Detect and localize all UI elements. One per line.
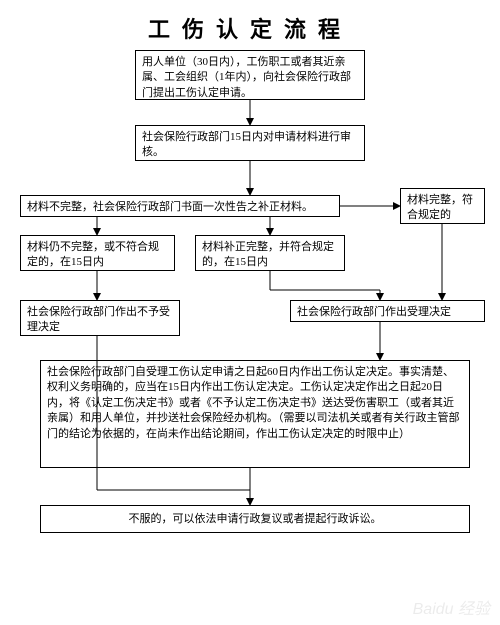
flow-node-incomplete: 材料不完整，社会保险行政部门书面一次性告之补正材料。 (20, 195, 340, 217)
page-title: 工伤认定流程 (0, 12, 500, 44)
flow-node-appeal: 不服的，可以依法申请行政复议或者提起行政诉讼。 (40, 505, 470, 533)
flow-node-apply: 用人单位（30日内），工伤职工或者其近亲属、工会组织（1年内），向社会保险行政部… (135, 50, 365, 100)
flow-node-reject: 社会保险行政部门作出不予受理决定 (20, 300, 180, 336)
watermark: Baidu 经验 (413, 595, 490, 619)
flow-node-decision: 社会保险行政部门自受理工伤认定申请之日起60日内作出工伤认定决定。事实清楚、权利… (40, 360, 470, 468)
flow-node-accept: 社会保险行政部门作出受理决定 (290, 300, 485, 322)
flow-node-fixed: 材料补正完整，并符合规定的，在15日内 (195, 235, 345, 271)
flow-node-still-bad: 材料仍不完整，或不符合规定的，在15日内 (20, 235, 175, 271)
flow-node-complete: 材料完整，符合规定的 (400, 188, 485, 224)
flow-node-review: 社会保险行政部门15日内对申请材料进行审核。 (135, 125, 365, 161)
